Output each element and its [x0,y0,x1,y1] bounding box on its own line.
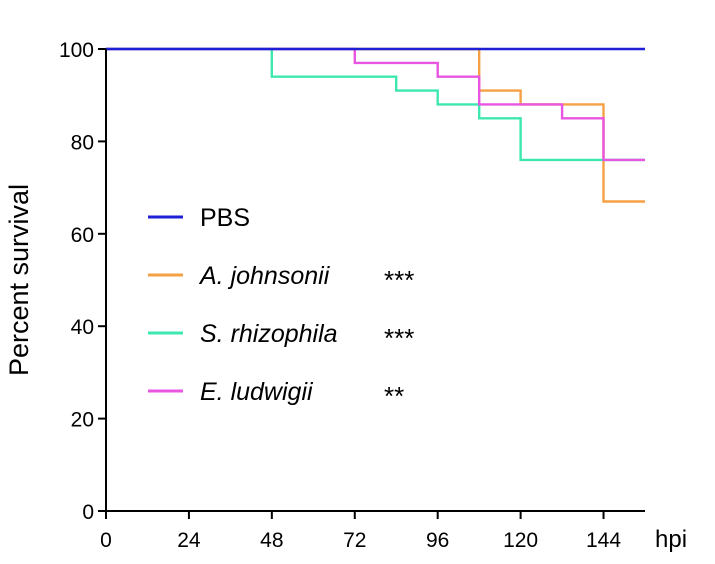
x-tick-label: 96 [426,529,449,552]
legend-label: S. rhizophila [200,320,338,348]
series-line-2 [106,47,645,162]
legend: PBS A. johnsonii *** S. rhizophila *** E. lud… [148,204,414,411]
x-tick-label: 24 [177,529,201,552]
significance-marker: *** [384,323,414,353]
legend-label: E. ludwigii [200,378,314,406]
y-tick-label: 60 [71,224,94,247]
x-tick-label: 48 [260,529,283,552]
y-tick-label: 80 [71,131,94,154]
x-tick-label: 0 [100,529,112,552]
y-tick-label: 0 [82,501,94,524]
legend-label: PBS [200,204,250,232]
significance-marker: *** [384,265,414,295]
series-line-1 [106,47,645,203]
legend-label: A. johnsonii [198,262,331,290]
y-tick-label: 20 [71,409,94,432]
y-tick-label: 100 [59,39,94,62]
ticks-layer: 0 20 40 60 80 100 0 24 48 72 96 120 144 [59,39,621,552]
series-line-3 [106,47,645,162]
significance-marker: ** [384,381,404,411]
x-tick-label: 120 [503,529,538,552]
series-layer [106,47,645,203]
x-axis-label: hpi [655,526,687,553]
y-tick-label: 40 [71,316,94,339]
y-axis-label: Percent survival [4,184,34,376]
x-tick-label: 72 [343,529,366,552]
x-tick-label: 144 [586,529,621,552]
